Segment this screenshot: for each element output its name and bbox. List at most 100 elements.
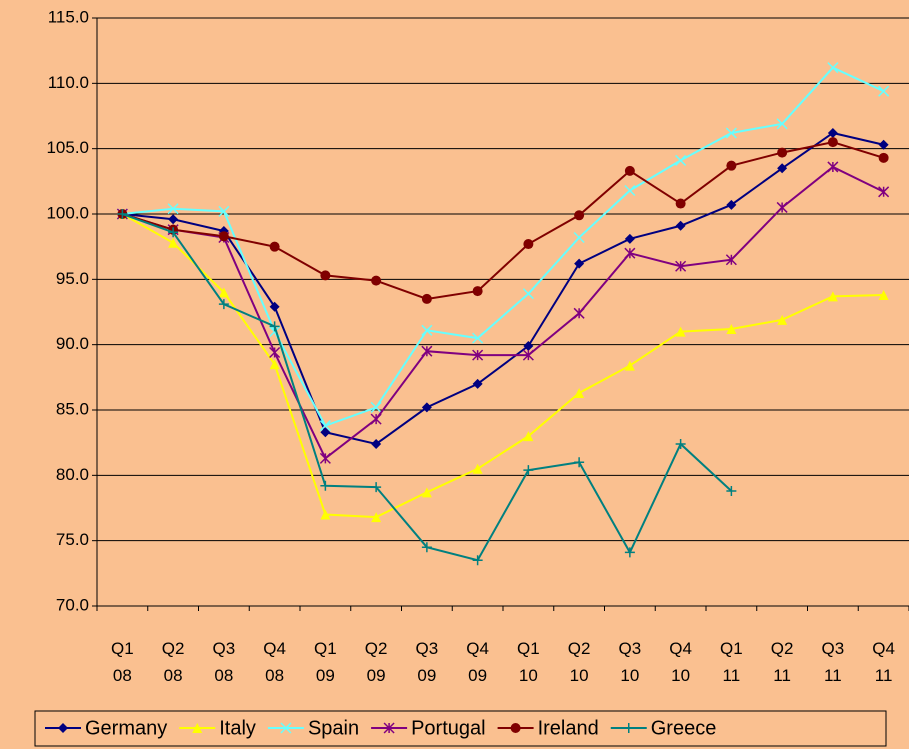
legend-item: Greece [610,717,717,739]
marker [878,290,889,301]
marker [827,161,839,173]
marker [117,209,128,219]
marker [574,388,585,399]
marker [523,239,534,250]
y-tick-label: 100.0 [46,203,89,222]
x-tick-label: Q1 10 [517,639,540,685]
marker [168,237,179,248]
marker [878,85,890,97]
marker [421,293,432,304]
marker [624,360,635,371]
series-line [121,213,884,519]
x-tick-label: Q3 08 [213,639,236,685]
series-line [122,165,885,460]
marker [675,326,686,337]
marker [878,186,890,198]
marker [675,198,686,209]
marker [827,62,839,74]
marker [878,139,889,150]
marker [218,287,229,298]
marker [726,486,737,497]
marker [218,205,230,217]
marker [371,482,382,493]
series-line [122,131,884,446]
x-tick-label: Q4 10 [669,639,692,685]
marker [58,723,68,733]
marker [623,723,634,733]
marker [320,480,331,491]
marker [573,231,585,244]
legend-item: Portugal [371,717,486,739]
marker [776,118,788,130]
x-tick-label: Q4 11 [872,639,895,685]
marker [421,487,432,498]
marker [218,299,229,310]
marker [624,184,636,197]
x-tick-label: Q3 11 [822,639,845,685]
marker [510,723,521,733]
marker [675,220,686,231]
marker [725,254,737,266]
marker [168,214,179,225]
marker [726,199,737,210]
series-line [122,66,885,427]
y-tick-label: 70.0 [56,595,89,614]
marker [675,438,686,449]
marker [472,332,484,344]
legend-label: Greece [651,717,717,739]
marker [777,147,788,158]
x-tick-label: Q2 09 [365,639,388,685]
marker [218,231,229,242]
legend-item: Ireland [497,717,599,739]
marker [574,457,585,468]
marker [573,307,585,319]
marker [472,555,483,566]
marker [675,154,687,166]
x-tick-label: Q4 08 [263,639,286,685]
legend-item: Germany [45,717,167,739]
marker [320,427,331,438]
marker [269,321,280,332]
y-tick-label: 90.0 [56,334,89,353]
marker [370,401,382,413]
marker [827,127,838,138]
legend-item: Italy [179,717,256,739]
marker [574,258,585,269]
marker [383,722,395,734]
marker [192,723,203,733]
marker [472,286,483,297]
x-tick-label: Q4 09 [466,639,489,685]
marker [523,465,534,476]
legend [34,710,887,747]
marker [522,349,534,361]
marker [421,542,432,553]
marker [421,324,433,336]
marker [269,359,280,370]
marker [280,722,292,734]
x-tick-label: Q2 08 [162,639,185,685]
marker [472,463,483,474]
marker [726,323,737,334]
legend-label: Portugal [411,717,486,739]
marker [371,512,382,523]
y-tick-label: 75.0 [56,530,89,549]
marker [319,420,331,432]
marker [777,163,788,174]
legend-label: Spain [308,717,359,739]
marker [827,137,838,148]
marker [269,301,280,312]
marker [624,247,636,259]
marker [523,340,534,351]
marker [370,413,382,425]
series-line [122,141,884,300]
legend-label: Italy [219,717,256,739]
marker [320,509,331,520]
marker [523,431,534,442]
marker [776,201,788,213]
y-tick-label: 95.0 [56,269,89,288]
marker [878,152,889,163]
legend-label: Ireland [538,717,599,739]
y-tick-label: 105.0 [46,138,89,157]
marker [522,288,534,300]
y-tick-label: 110.0 [48,73,89,92]
